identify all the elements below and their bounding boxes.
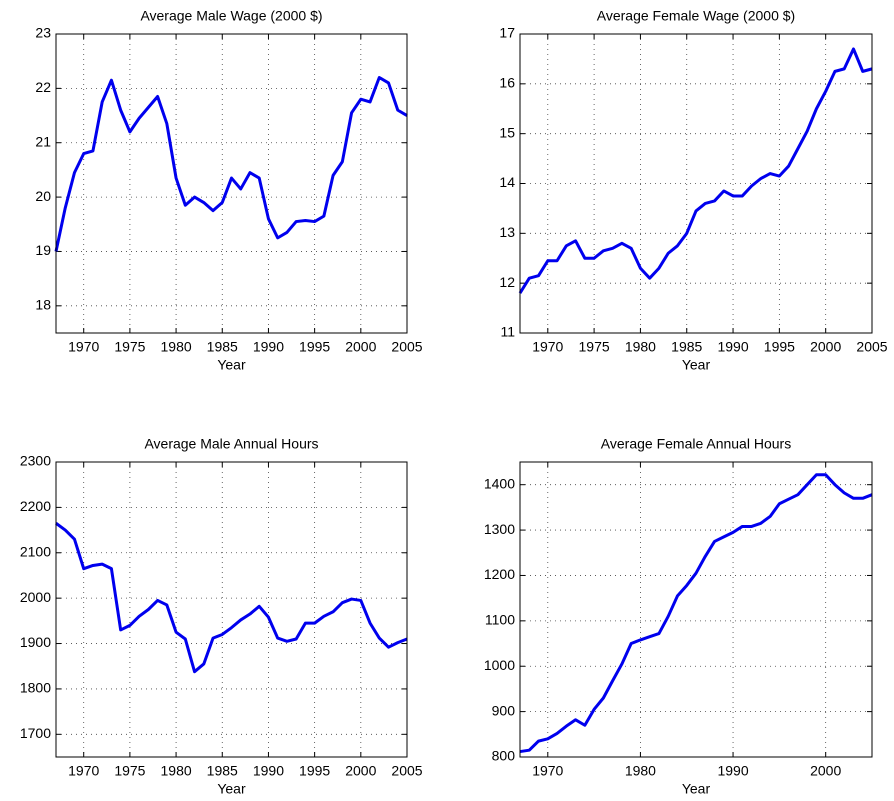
x-axis-label: Year (217, 781, 246, 797)
y-tick-label: 1900 (20, 634, 51, 650)
y-tick-label: 19 (35, 242, 51, 258)
plot-frame (55, 33, 408, 334)
y-tick-label: 2300 (20, 453, 51, 469)
x-tick-label: 1995 (299, 763, 330, 779)
y-tick-label: 900 (492, 702, 516, 718)
chart-title: Average Female Annual Hours (601, 436, 791, 452)
chart-title: Average Male Annual Hours (144, 436, 318, 452)
x-tick-label: 1985 (671, 339, 702, 355)
x-tick-label: 1970 (532, 339, 563, 355)
y-tick-label: 1000 (484, 657, 515, 673)
y-tick-label: 2200 (20, 498, 51, 514)
x-tick-label: 2005 (856, 339, 887, 355)
x-tick-label: 1985 (207, 763, 238, 779)
y-tick-label: 11 (500, 324, 515, 340)
x-tick-label: 2005 (391, 339, 422, 355)
y-tick-label: 800 (492, 748, 516, 764)
x-tick-label: 1975 (579, 339, 610, 355)
y-tick-label: 16 (499, 75, 515, 91)
y-tick-label: 22 (35, 79, 51, 95)
y-tick-label: 21 (35, 133, 51, 149)
y-tick-label: 17 (499, 25, 515, 41)
y-tick-label: 13 (499, 224, 515, 240)
y-tick-label: 2000 (20, 589, 51, 605)
x-tick-label: 2000 (810, 763, 841, 779)
x-tick-label: 1990 (253, 763, 284, 779)
data-line (55, 522, 408, 674)
x-tick-label: 1970 (68, 763, 99, 779)
x-axis-label: Year (682, 781, 711, 797)
chart-title: Average Female Wage (2000 $) (597, 8, 795, 24)
x-tick-label: 2005 (391, 763, 422, 779)
x-tick-label: 1995 (299, 339, 330, 355)
plot-area (520, 462, 872, 757)
x-tick-label: 2000 (810, 339, 841, 355)
y-tick-label: 1100 (485, 612, 515, 628)
x-axis-label: Year (682, 357, 711, 373)
x-tick-label: 1975 (114, 763, 145, 779)
plot-area (56, 462, 407, 757)
x-tick-label: 1985 (207, 339, 238, 355)
x-tick-label: 1970 (532, 763, 563, 779)
y-tick-label: 15 (499, 124, 515, 140)
y-tick-label: 23 (35, 25, 51, 41)
x-tick-label: 1990 (253, 339, 284, 355)
y-tick-label: 1200 (484, 566, 515, 582)
y-tick-label: 1400 (484, 475, 515, 491)
x-tick-label: 2000 (345, 339, 376, 355)
y-tick-label: 2100 (20, 543, 51, 559)
x-tick-label: 1980 (161, 763, 192, 779)
x-axis-label: Year (217, 357, 246, 373)
x-tick-label: 1970 (68, 339, 99, 355)
x-tick-label: 1995 (764, 339, 795, 355)
y-tick-label: 14 (499, 174, 515, 190)
x-tick-label: 1990 (717, 339, 748, 355)
data-line (54, 75, 408, 252)
plot-frame (519, 461, 873, 758)
y-tick-label: 1700 (20, 725, 51, 741)
y-tick-label: 20 (35, 188, 51, 204)
y-tick-label: 1800 (20, 680, 51, 696)
chart-title: Average Male Wage (2000 $) (140, 8, 322, 24)
data-line (518, 47, 873, 294)
plot-area (56, 34, 407, 333)
x-tick-label: 1980 (625, 763, 656, 779)
plot-frame (519, 33, 873, 334)
x-tick-label: 1990 (717, 763, 748, 779)
x-tick-label: 1980 (625, 339, 656, 355)
x-tick-label: 2000 (345, 763, 376, 779)
data-line (519, 473, 873, 754)
x-tick-label: 1980 (161, 339, 192, 355)
x-tick-label: 1975 (114, 339, 145, 355)
y-tick-label: 1300 (484, 521, 515, 537)
y-tick-label: 18 (35, 297, 51, 313)
y-tick-label: 12 (499, 274, 515, 290)
plot-frame (55, 461, 408, 758)
